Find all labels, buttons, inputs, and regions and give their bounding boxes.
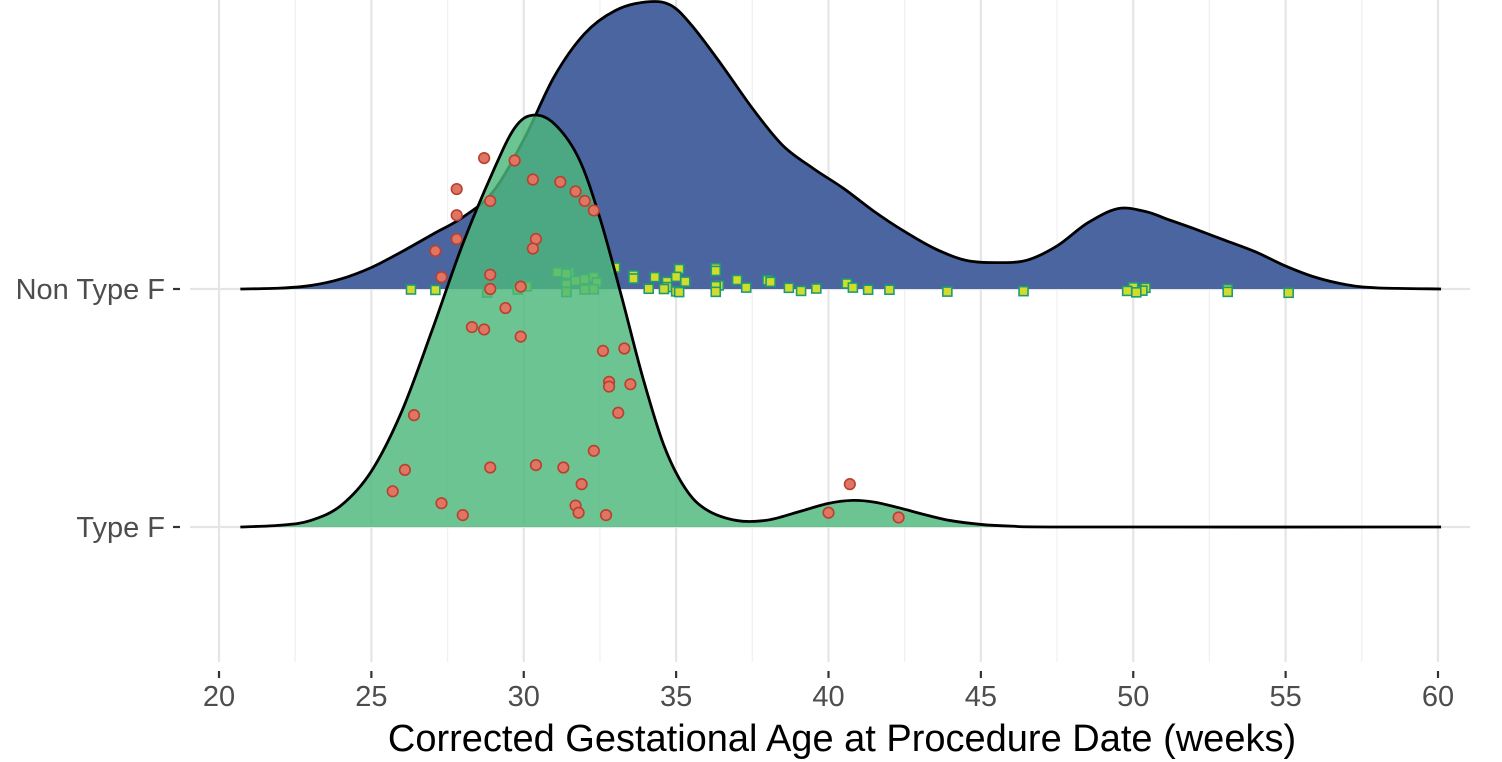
data-point — [843, 478, 856, 491]
x-tick-label: 25 — [355, 681, 387, 713]
data-point — [596, 344, 610, 357]
y-tick-label: Non Type F — [16, 274, 165, 306]
data-point — [847, 282, 859, 293]
data-point — [484, 268, 497, 281]
data-point — [386, 485, 399, 498]
y-axis: Type F Non Type F — [16, 274, 180, 544]
data-point — [430, 284, 441, 296]
data-point — [450, 232, 463, 246]
data-point — [508, 154, 521, 167]
data-point — [478, 323, 491, 336]
data-point — [811, 283, 822, 294]
grid-lines — [190, 0, 1470, 662]
data-point — [673, 286, 685, 298]
x-tick-label: 60 — [1422, 681, 1454, 713]
density-outline — [240, 0, 1442, 291]
data-point — [435, 497, 448, 510]
density-area — [240, 1, 1442, 290]
data-point — [884, 284, 895, 296]
data-point — [587, 204, 600, 217]
data-point — [731, 274, 743, 286]
data-point — [679, 276, 691, 287]
data-point — [783, 282, 795, 294]
data-point — [478, 152, 491, 165]
data-point — [429, 244, 442, 258]
data-point — [710, 265, 722, 277]
ridges — [240, 0, 1442, 529]
x-tick-label: 55 — [1269, 681, 1301, 713]
data-point — [435, 271, 448, 284]
data-point — [450, 209, 463, 222]
data-point — [795, 285, 807, 297]
data-point — [499, 301, 512, 315]
data-point — [599, 508, 613, 522]
density-outline — [240, 113, 1442, 529]
data-point — [572, 506, 585, 519]
data-point — [624, 378, 637, 391]
data-point — [710, 286, 722, 298]
x-tick-label: 30 — [508, 681, 540, 713]
data-point — [529, 459, 543, 472]
data-point — [1018, 285, 1029, 297]
data-point — [484, 461, 497, 474]
data-point — [575, 478, 588, 491]
data-point — [554, 175, 567, 188]
data-point — [602, 380, 616, 393]
data-point — [526, 242, 539, 255]
data-point — [398, 463, 411, 476]
data-point — [557, 461, 570, 474]
data-point — [862, 284, 874, 296]
data-point — [1222, 286, 1234, 298]
data-point — [643, 283, 654, 295]
data-point — [1121, 285, 1133, 297]
data-point — [942, 286, 953, 297]
data-point — [450, 182, 463, 196]
data-point — [456, 508, 469, 522]
x-tick-label: 50 — [1117, 681, 1149, 713]
data-point — [407, 409, 421, 422]
ridge-type-f — [240, 113, 1442, 529]
x-axis: 20 25 30 35 40 45 50 55 60 — [203, 671, 1454, 713]
data-point — [612, 406, 625, 419]
data-point — [628, 273, 639, 284]
x-tick-label: 45 — [965, 681, 997, 713]
data-point — [405, 284, 417, 295]
data-point — [822, 506, 835, 519]
data-point — [484, 194, 497, 208]
data-point — [892, 511, 905, 524]
data-point — [526, 173, 539, 186]
x-tick-label: 35 — [660, 681, 692, 713]
data-point — [618, 342, 631, 355]
data-point — [658, 283, 670, 295]
data-point — [740, 282, 752, 293]
data-point — [587, 444, 600, 457]
data-point — [514, 330, 527, 343]
data-point — [465, 320, 479, 334]
x-axis-label: Corrected Gestational Age at Procedure D… — [388, 718, 1296, 760]
data-point — [514, 280, 527, 293]
ridge-non-type-f — [240, 0, 1442, 299]
data-point — [484, 282, 497, 296]
data-point — [578, 194, 591, 208]
data-point — [1130, 287, 1142, 298]
data-point — [1283, 287, 1294, 299]
data-point — [765, 276, 776, 288]
x-tick-label: 20 — [203, 681, 235, 713]
density-area — [240, 115, 1442, 528]
y-tick-label: Type F — [76, 512, 165, 544]
x-tick-label: 40 — [812, 681, 844, 713]
data-point — [649, 271, 661, 283]
data-point — [569, 185, 582, 198]
data-point — [670, 271, 682, 283]
